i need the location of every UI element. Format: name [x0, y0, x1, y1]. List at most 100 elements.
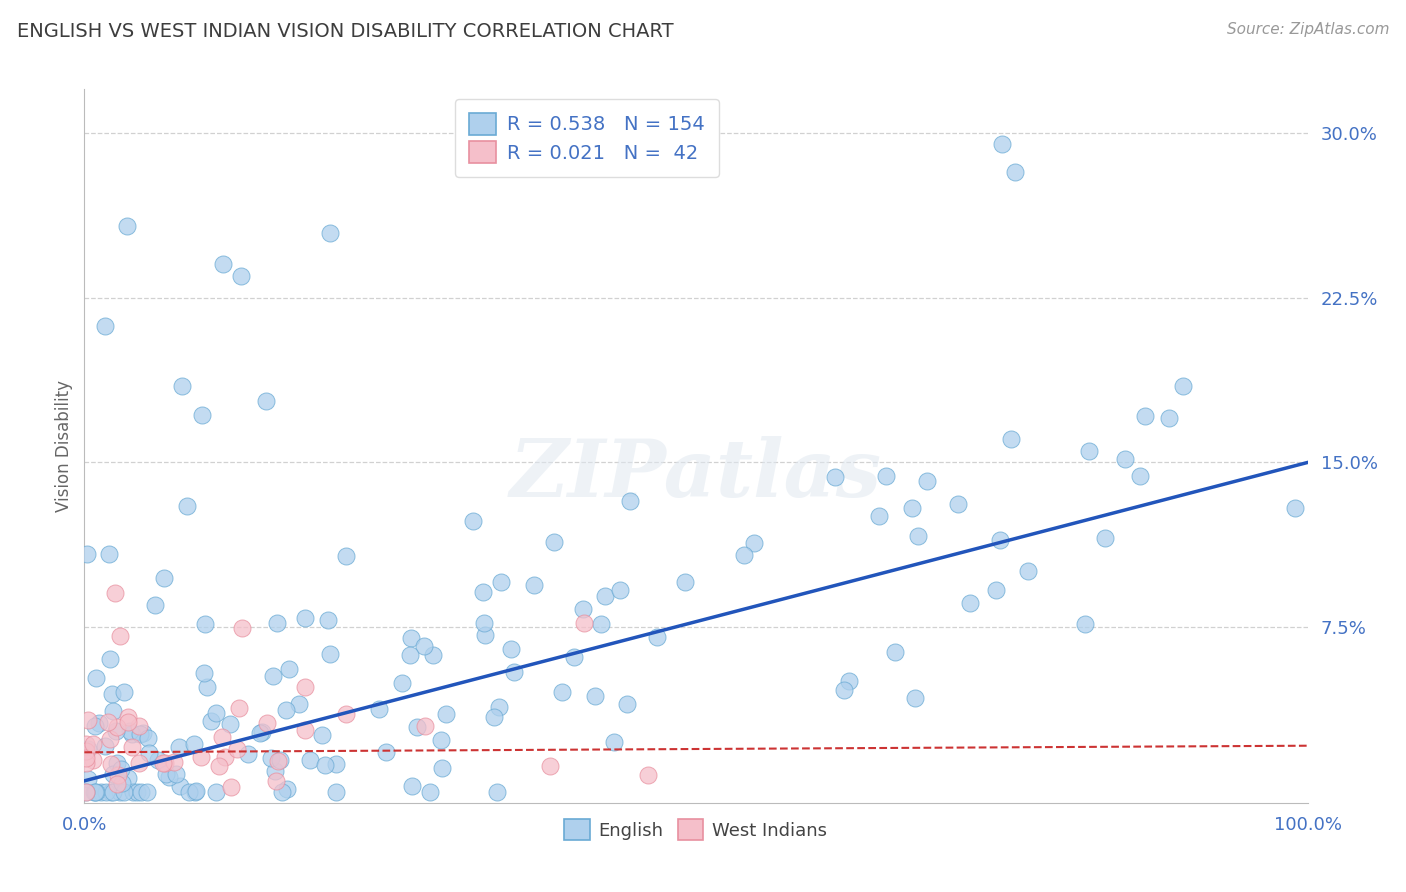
Point: [990, 136, 1012, 151]
Point: [211, 257, 233, 271]
Point: [193, 617, 215, 632]
Point: [94, 739, 117, 753]
Point: [374, 745, 396, 759]
Point: [157, 770, 180, 784]
Point: [415, 719, 437, 733]
Point: [325, 785, 347, 799]
Point: [543, 534, 565, 549]
Point: [205, 785, 228, 799]
Point: [214, 750, 236, 764]
Point: [538, 758, 561, 772]
Point: [875, 468, 897, 483]
Point: [401, 779, 423, 793]
Point: [264, 774, 287, 789]
Point: [110, 762, 132, 776]
Point: [184, 785, 207, 799]
Point: [153, 756, 176, 770]
Point: [129, 785, 152, 799]
Point: [294, 680, 316, 694]
Point: [77, 742, 100, 756]
Point: [108, 628, 131, 642]
Point: [200, 714, 222, 728]
Point: [1284, 500, 1306, 515]
Point: [318, 647, 340, 661]
Point: [143, 598, 166, 612]
Point: [430, 761, 453, 775]
Point: [988, 533, 1011, 548]
Point: [219, 780, 242, 795]
Point: [419, 785, 441, 799]
Point: [83, 719, 105, 733]
Point: [463, 514, 485, 528]
Point: [193, 666, 215, 681]
Point: [256, 715, 278, 730]
Point: [391, 676, 413, 690]
Point: [564, 649, 586, 664]
Point: [1074, 616, 1097, 631]
Point: [100, 757, 122, 772]
Point: [1017, 565, 1039, 579]
Point: [572, 616, 595, 631]
Point: [94, 785, 117, 799]
Point: [136, 785, 159, 799]
Point: [406, 720, 429, 734]
Point: [101, 704, 124, 718]
Point: [167, 739, 190, 754]
Point: [278, 662, 301, 676]
Point: [1173, 379, 1195, 393]
Point: [208, 759, 231, 773]
Point: [75, 785, 97, 799]
Y-axis label: Vision Disability: Vision Disability: [55, 380, 73, 512]
Point: [471, 585, 494, 599]
Point: [673, 575, 696, 590]
Point: [104, 586, 127, 600]
Point: [325, 756, 347, 771]
Point: [155, 767, 177, 781]
Point: [236, 747, 259, 761]
Point: [111, 775, 134, 789]
Point: [84, 785, 107, 799]
Point: [84, 785, 107, 799]
Point: [75, 751, 97, 765]
Point: [271, 785, 294, 799]
Point: [183, 737, 205, 751]
Point: [101, 766, 124, 780]
Point: [179, 785, 201, 799]
Point: [83, 785, 105, 799]
Point: [152, 756, 174, 770]
Point: [76, 713, 98, 727]
Point: [75, 756, 97, 770]
Point: [263, 764, 285, 778]
Point: [645, 630, 668, 644]
Point: [269, 753, 291, 767]
Point: [266, 616, 288, 631]
Point: [107, 756, 129, 770]
Point: [228, 701, 250, 715]
Point: [94, 318, 117, 333]
Point: [101, 687, 124, 701]
Point: [115, 219, 138, 233]
Point: [100, 652, 122, 666]
Point: [229, 268, 252, 283]
Point: [368, 702, 391, 716]
Point: [186, 783, 208, 797]
Point: [120, 723, 142, 738]
Point: [165, 766, 187, 780]
Point: [619, 493, 641, 508]
Point: [146, 753, 169, 767]
Point: [117, 771, 139, 785]
Point: [107, 768, 129, 782]
Point: [121, 727, 143, 741]
Point: [1077, 443, 1099, 458]
Point: [191, 408, 214, 422]
Point: [571, 602, 593, 616]
Point: [523, 577, 546, 591]
Point: [77, 772, 100, 786]
Point: [824, 469, 846, 483]
Point: [551, 685, 574, 699]
Point: [733, 549, 755, 563]
Point: [97, 714, 120, 729]
Point: [311, 727, 333, 741]
Point: [294, 723, 316, 737]
Point: [76, 547, 98, 561]
